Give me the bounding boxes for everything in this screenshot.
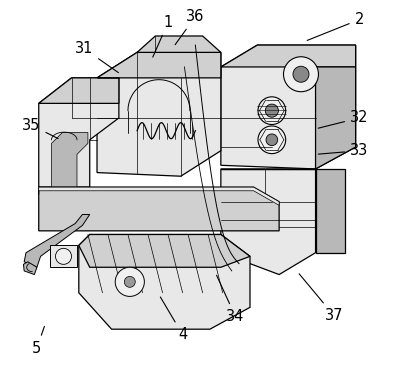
Text: 35: 35: [22, 118, 58, 139]
Polygon shape: [39, 187, 279, 231]
Circle shape: [293, 66, 309, 82]
Polygon shape: [24, 214, 90, 267]
Text: 36: 36: [175, 9, 205, 45]
Circle shape: [283, 57, 318, 92]
Polygon shape: [316, 169, 345, 253]
Text: 34: 34: [217, 275, 245, 324]
Circle shape: [266, 134, 278, 146]
Polygon shape: [221, 169, 316, 275]
Polygon shape: [221, 45, 356, 169]
Text: 2: 2: [307, 12, 364, 40]
Polygon shape: [221, 45, 356, 67]
Polygon shape: [51, 132, 88, 187]
Circle shape: [265, 104, 278, 117]
Polygon shape: [137, 36, 221, 52]
Text: 32: 32: [318, 110, 369, 128]
Polygon shape: [97, 52, 221, 176]
Text: 37: 37: [299, 274, 343, 323]
Text: 4: 4: [160, 297, 187, 342]
Polygon shape: [39, 78, 119, 187]
Polygon shape: [50, 246, 77, 267]
Polygon shape: [39, 187, 279, 206]
Circle shape: [258, 97, 286, 124]
Circle shape: [258, 126, 286, 154]
Polygon shape: [97, 52, 221, 78]
Polygon shape: [39, 78, 119, 103]
Text: 31: 31: [75, 41, 119, 73]
Polygon shape: [316, 67, 356, 169]
Polygon shape: [23, 262, 37, 275]
Text: 33: 33: [318, 143, 369, 158]
Polygon shape: [79, 235, 250, 329]
Circle shape: [55, 248, 72, 264]
Circle shape: [115, 267, 144, 297]
Circle shape: [124, 276, 135, 287]
Polygon shape: [79, 235, 250, 267]
Text: 5: 5: [32, 326, 45, 356]
Text: 1: 1: [153, 15, 173, 57]
